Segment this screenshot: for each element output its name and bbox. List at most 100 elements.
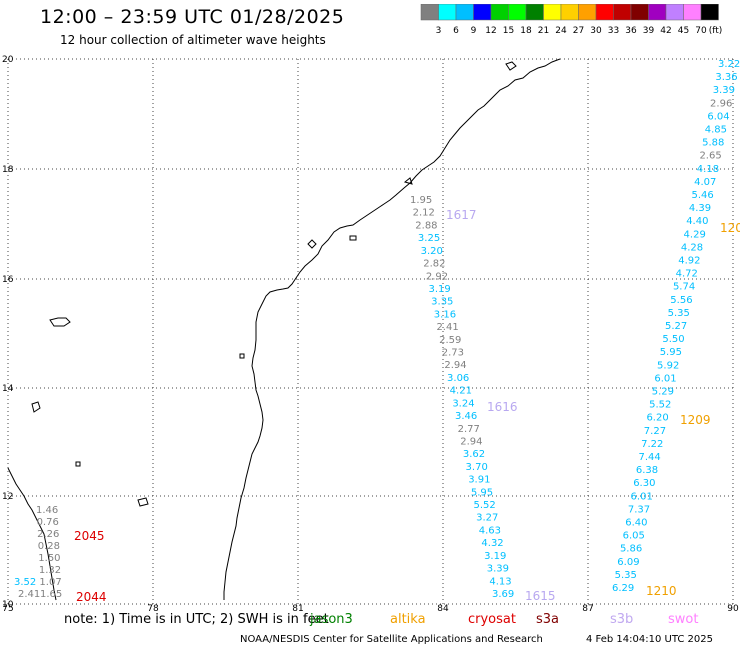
- pass-time-label: 120: [720, 221, 740, 235]
- swh-value: 3.36: [715, 72, 737, 83]
- swh-value: 2.26: [37, 529, 59, 540]
- scale-label: 21: [538, 26, 549, 36]
- y-tick-label: 10: [2, 600, 14, 610]
- pass-time-label: 2045: [74, 529, 105, 543]
- pass-time-labels: 1617 1616 1615 120 1209 1210 2045 2044: [74, 208, 740, 604]
- satellite-name: jason3: [310, 612, 353, 627]
- scale-swatch: [700, 4, 719, 21]
- swh-value: 5.92: [657, 360, 679, 371]
- coastline: [7, 58, 561, 601]
- y-tick-label: 14: [2, 384, 14, 394]
- island-2: [31, 401, 41, 413]
- swh-value: 4.92: [678, 256, 700, 267]
- swh-value: 7.37: [628, 504, 650, 515]
- swh-value: 6.40: [625, 518, 647, 529]
- scale-label: 30: [590, 26, 602, 36]
- scale-label: 18: [520, 26, 532, 36]
- swh-value: 4.32: [481, 538, 503, 549]
- swh-value: 2.73: [442, 348, 464, 359]
- x-tick-label: 78: [147, 604, 159, 614]
- swh-value: 2.96: [710, 98, 732, 109]
- y-tick-label: 16: [2, 275, 14, 285]
- swh-value: 3.16: [434, 309, 456, 320]
- swh-value: 6.05: [623, 531, 645, 542]
- swh-value: 3.35: [431, 297, 453, 308]
- y-tick-label: 12: [2, 492, 13, 502]
- swh-value: 1.50: [38, 553, 60, 564]
- x-tick-label: 81: [292, 604, 303, 614]
- pass-time-label: 1210: [646, 584, 677, 598]
- scale-label: 39: [643, 26, 655, 36]
- swh-value: 3.91: [468, 475, 490, 486]
- swh-value: 3.06: [447, 373, 469, 384]
- map-title: 12:00 – 23:59 UTC 01/28/2025: [40, 6, 345, 28]
- swh-value: 3.20: [421, 246, 443, 257]
- swh-value: 2.92: [426, 271, 448, 282]
- timestamp: 4 Feb 14:04:10 UTC 2025: [586, 634, 713, 645]
- island-1: [49, 317, 71, 327]
- swh-value: 5.95: [471, 487, 493, 498]
- pass-time-label: 1615: [525, 589, 556, 603]
- swh-value: 5.88: [702, 138, 724, 149]
- scale-label: 3: [436, 26, 442, 36]
- swh-value: 4.13: [489, 576, 511, 587]
- lat-lon-grid: [7, 58, 734, 605]
- swh-value: 4.28: [681, 242, 703, 253]
- swh-value: 4.07: [694, 177, 716, 188]
- coastline-main: [223, 58, 561, 600]
- swh-value: 1.32: [39, 565, 61, 576]
- scale-label: 9: [471, 26, 477, 36]
- swh-value: 6.04: [707, 111, 729, 122]
- island-7: [349, 235, 357, 241]
- swh-value: 3.62: [463, 449, 485, 460]
- swh-value: 4.85: [705, 125, 727, 136]
- swh-value: 0.28: [38, 541, 60, 552]
- scale-label: 27: [573, 26, 584, 36]
- x-tick-label: 75: [2, 604, 13, 614]
- swh-value: 3.69: [492, 589, 514, 600]
- swh-value: 2.94: [444, 360, 466, 371]
- swh-value: 5.46: [692, 190, 714, 201]
- satellite-name: s3b: [610, 612, 634, 627]
- swh-value: 3.39: [713, 85, 735, 96]
- island-6: [307, 239, 317, 249]
- island-3: [137, 497, 149, 507]
- swh-value: 6.20: [646, 413, 668, 424]
- scale-label: 15: [503, 26, 514, 36]
- scale-label: 6: [453, 26, 459, 36]
- swh-value: 5.52: [473, 500, 495, 511]
- swh-value: 3.27: [476, 513, 498, 524]
- swh-value: 6.01: [631, 491, 653, 502]
- scale-label: 36: [625, 26, 637, 36]
- swh-value: 4.63: [479, 525, 501, 536]
- island-4: [75, 461, 81, 467]
- swh-value: 2.65: [699, 151, 721, 162]
- scale-label: 33: [608, 26, 619, 36]
- footer-note: note: 1) Time is in UTC; 2) SWH is in fe…: [64, 612, 329, 627]
- swh-value: 1.95: [410, 195, 432, 206]
- swh-value: 0.76: [37, 517, 59, 528]
- scale-label: 12: [485, 26, 496, 36]
- swh-value: 2.41: [436, 322, 458, 333]
- scale-unit: (ft): [709, 26, 723, 36]
- coastline-southwest: [7, 467, 57, 601]
- map-subtitle: 12 hour collection of altimeter wave hei…: [60, 33, 326, 47]
- swh-value: 4.18: [697, 164, 719, 175]
- wave-height-tracks: 1.460.762.260.281.501.321.071.653.522.41…: [14, 59, 740, 600]
- swh-value: 4.72: [676, 269, 698, 280]
- swh-value: 3.39: [487, 564, 509, 575]
- swh-value: 5.27: [665, 321, 687, 332]
- swh-value: 7.27: [644, 426, 666, 437]
- swh-value: 3.24: [452, 398, 474, 409]
- swh-value: 5.35: [615, 570, 637, 581]
- swh-value: 2.12: [413, 208, 435, 219]
- y-tick-label: 20: [2, 55, 14, 65]
- swh-value: 6.29: [612, 583, 634, 594]
- satellite-name: altika: [390, 612, 426, 627]
- swh-value: 7.22: [641, 439, 663, 450]
- swh-value: 7.44: [639, 452, 661, 463]
- x-tick-label: 84: [437, 604, 449, 614]
- swh-value: 3.22: [718, 59, 740, 70]
